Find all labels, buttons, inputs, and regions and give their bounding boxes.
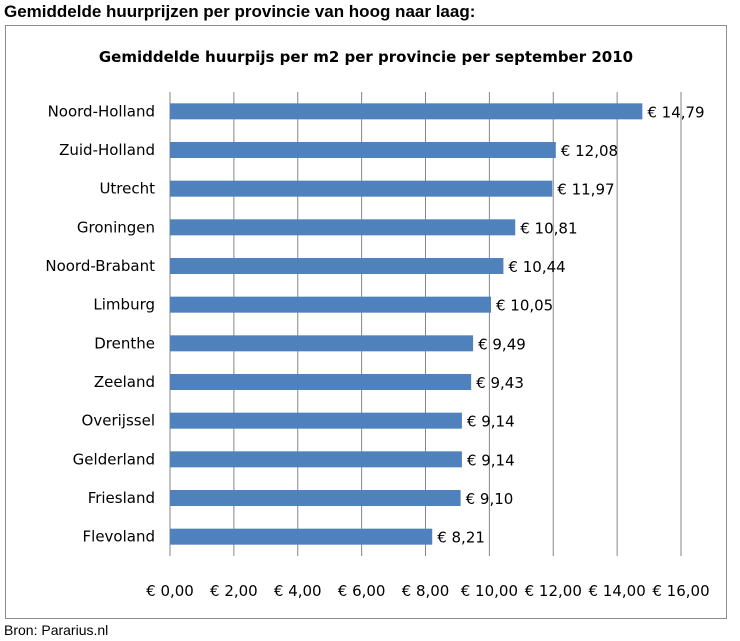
bar	[170, 451, 462, 468]
category-label: Overijssel	[82, 412, 155, 430]
data-label: € 11,97	[557, 181, 614, 199]
bar	[170, 142, 556, 158]
bar	[170, 412, 462, 429]
category-label: Noord-Holland	[48, 102, 155, 120]
x-tick-label: € 2,00	[210, 582, 258, 600]
bar	[170, 219, 516, 236]
data-label: € 9,49	[478, 335, 526, 353]
x-tick-label: € 8,00	[402, 582, 450, 600]
x-tick-label: € 6,00	[338, 582, 386, 600]
chart-frame: Gemiddelde huurpijs per m2 per provincie…	[5, 25, 727, 619]
x-tick-label: € 12,00	[525, 582, 582, 600]
bar	[170, 258, 504, 274]
data-label: € 8,21	[437, 529, 485, 547]
category-label: Noord-Brabant	[45, 257, 155, 275]
source-note: Bron: Pararius.nl	[4, 622, 109, 638]
bar	[170, 180, 553, 197]
category-label: Utrecht	[99, 180, 155, 198]
x-tick-label: € 0,00	[146, 582, 194, 600]
x-tick-label: € 4,00	[274, 582, 322, 600]
page-heading: Gemiddelde huurprijzen per provincie van…	[4, 2, 476, 21]
category-label: Groningen	[77, 218, 155, 236]
data-label: € 9,14	[467, 413, 515, 431]
category-label: Drenthe	[94, 334, 155, 352]
bar	[170, 490, 461, 506]
bar	[170, 528, 433, 545]
x-tick-label: € 14,00	[588, 582, 645, 600]
category-label: Zuid-Holland	[59, 141, 155, 159]
bar	[170, 374, 472, 390]
category-label: Friesland	[88, 489, 155, 507]
data-label: € 9,10	[466, 490, 514, 508]
data-label: € 14,79	[647, 103, 704, 121]
data-label: € 9,43	[476, 374, 524, 392]
data-label: € 10,05	[496, 297, 553, 315]
category-label: Limburg	[93, 296, 155, 314]
data-label: € 9,14	[467, 451, 515, 469]
x-tick-label: € 16,00	[652, 582, 709, 600]
bar	[170, 296, 491, 313]
bar	[170, 335, 474, 352]
category-label: Gelderland	[73, 450, 155, 468]
category-label: Flevoland	[83, 528, 155, 546]
x-tick-label: € 10,00	[461, 582, 518, 600]
category-label: Zeeland	[94, 373, 155, 391]
data-label: € 10,44	[508, 258, 565, 276]
data-label: € 10,81	[520, 219, 577, 237]
chart-title: Gemiddelde huurpijs per m2 per provincie…	[98, 48, 634, 66]
data-label: € 12,08	[561, 142, 618, 160]
bar	[170, 103, 643, 120]
